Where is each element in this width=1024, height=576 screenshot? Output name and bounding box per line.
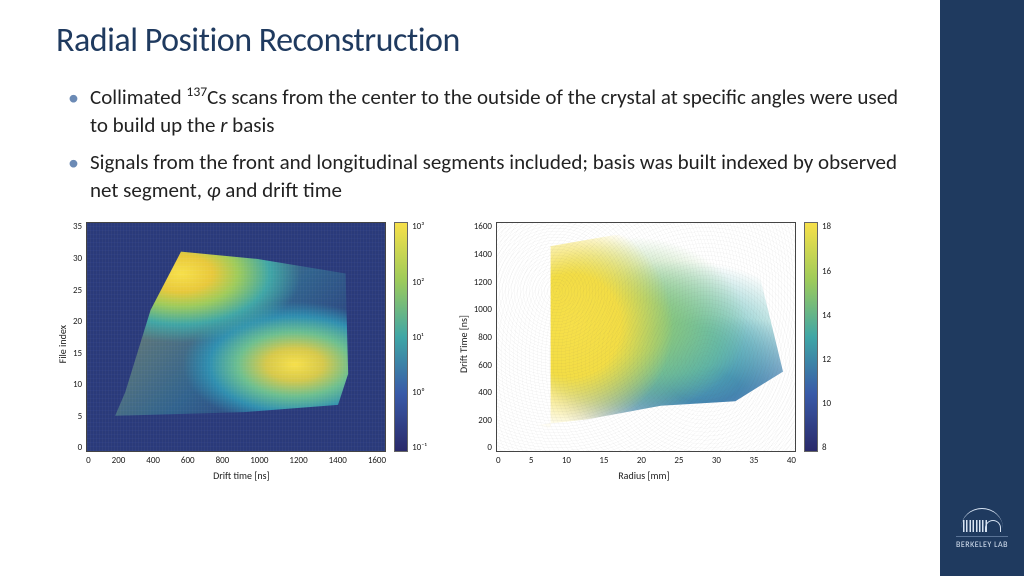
right-xlabel: Radius [mm] <box>618 469 669 482</box>
berkeley-lab-logo: BERKELEY LAB <box>956 508 1008 550</box>
left-xaxis: 0 200 400 600 800 1000 1200 1400 1600 <box>86 455 386 466</box>
sidebar: BERKELEY LAB <box>940 0 1024 576</box>
charts-row: File index 35 30 25 20 15 10 5 0 <box>56 222 900 482</box>
text: Cs scans from the center to the outside … <box>90 84 898 138</box>
isotope-sup: 137 <box>186 83 207 100</box>
text: Collimated <box>90 84 186 110</box>
right-xaxis: 0 5 10 15 20 25 30 35 40 <box>496 455 796 466</box>
left-cb-ticks: 10³ 10² 10¹ 10⁰ 10⁻¹ <box>412 222 427 452</box>
lab-mark-icon <box>961 508 1003 532</box>
left-xlabel: Drift time [ns] <box>213 469 269 482</box>
text: and drift time <box>221 177 342 203</box>
right-plot: Drift Time [ns] 1600 1400 1200 1000 800 … <box>457 222 831 482</box>
slide-body: Radial Position Reconstruction Collimate… <box>0 0 940 576</box>
right-cb-ticks: 18 16 14 12 10 8 <box>822 222 831 452</box>
left-colorbar <box>394 222 408 452</box>
right-colorbar <box>804 222 818 452</box>
text: basis <box>227 112 274 138</box>
bullet-2: Signals from the front and longitudinal … <box>68 148 900 205</box>
var-phi: φ <box>207 177 221 203</box>
page-title: Radial Position Reconstruction <box>56 20 900 61</box>
bullet-1: Collimated 137Cs scans from the center t… <box>68 83 900 140</box>
bullet-list: Collimated 137Cs scans from the center t… <box>56 83 900 204</box>
lab-text: BERKELEY LAB <box>956 536 1008 550</box>
left-ylabel: File index <box>56 325 69 363</box>
left-plot-area <box>86 222 386 452</box>
left-yaxis: 35 30 25 20 15 10 5 0 <box>73 222 86 452</box>
left-plot: File index 35 30 25 20 15 10 5 0 <box>56 222 427 482</box>
right-ylabel: Drift Time [ns] <box>457 315 470 373</box>
right-yaxis: 1600 1400 1200 1000 800 600 400 200 0 <box>474 222 496 452</box>
right-plot-area <box>496 222 796 452</box>
